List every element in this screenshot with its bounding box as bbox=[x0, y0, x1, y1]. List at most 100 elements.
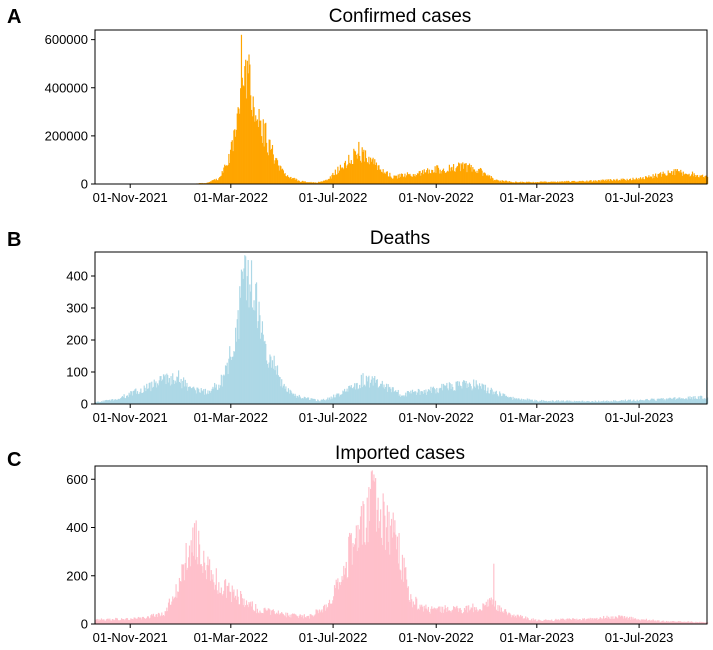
bar bbox=[338, 396, 341, 404]
bar bbox=[624, 616, 626, 624]
bar bbox=[303, 396, 305, 404]
bar bbox=[342, 390, 344, 404]
bar bbox=[639, 400, 641, 404]
bar bbox=[310, 614, 312, 624]
bar bbox=[421, 391, 423, 404]
bar bbox=[365, 158, 367, 184]
bar bbox=[247, 607, 249, 624]
bar bbox=[702, 176, 704, 184]
bar bbox=[317, 399, 319, 404]
bar bbox=[333, 585, 336, 624]
bar bbox=[637, 180, 639, 184]
bar bbox=[535, 182, 538, 184]
bar bbox=[549, 401, 551, 404]
bar bbox=[692, 176, 694, 184]
bar bbox=[152, 613, 155, 624]
bar bbox=[579, 181, 581, 184]
bar bbox=[288, 616, 290, 624]
bar bbox=[542, 620, 544, 624]
bar bbox=[330, 396, 332, 404]
bar bbox=[447, 610, 450, 624]
bar bbox=[692, 396, 694, 404]
bar bbox=[266, 610, 269, 624]
bar bbox=[543, 619, 545, 624]
bar bbox=[507, 182, 509, 184]
bar bbox=[489, 175, 491, 184]
x-tick-label: 01-Nov-2021 bbox=[93, 190, 168, 205]
bar bbox=[440, 173, 442, 184]
bar bbox=[392, 178, 394, 184]
bar bbox=[467, 612, 469, 624]
bar bbox=[201, 182, 203, 184]
bar bbox=[167, 611, 169, 624]
bar bbox=[192, 387, 194, 404]
bar bbox=[571, 619, 573, 624]
bar bbox=[307, 397, 309, 404]
bar bbox=[614, 400, 616, 404]
bar bbox=[136, 618, 138, 624]
bar bbox=[292, 178, 295, 184]
bar bbox=[558, 401, 560, 404]
bar bbox=[313, 398, 315, 404]
bar bbox=[286, 176, 288, 184]
bar bbox=[504, 396, 507, 404]
bar bbox=[568, 618, 570, 624]
bar bbox=[443, 609, 445, 624]
bar bbox=[180, 378, 182, 404]
bar bbox=[455, 381, 457, 404]
bar bbox=[369, 157, 372, 184]
bar bbox=[381, 380, 383, 404]
bar bbox=[385, 527, 388, 624]
bar bbox=[583, 618, 585, 624]
bar bbox=[223, 374, 225, 404]
bar bbox=[613, 618, 616, 624]
bar bbox=[602, 401, 604, 404]
bar bbox=[258, 613, 260, 624]
bar bbox=[572, 618, 574, 624]
bar bbox=[527, 181, 529, 184]
bar bbox=[505, 180, 507, 184]
bar bbox=[315, 609, 317, 624]
bar bbox=[466, 387, 468, 404]
bar bbox=[281, 169, 283, 184]
bar bbox=[554, 401, 556, 404]
y-tick-label: 0 bbox=[81, 397, 88, 412]
bar bbox=[390, 177, 393, 184]
bar bbox=[448, 610, 450, 624]
bar bbox=[559, 400, 561, 404]
bar bbox=[133, 617, 135, 624]
bar bbox=[387, 176, 389, 184]
bar bbox=[380, 537, 383, 624]
bar bbox=[445, 608, 447, 624]
bar bbox=[266, 142, 268, 184]
bar bbox=[345, 561, 347, 624]
bar bbox=[485, 393, 487, 404]
bar bbox=[163, 376, 165, 404]
bar bbox=[151, 381, 153, 404]
bar bbox=[578, 180, 580, 184]
bar bbox=[117, 620, 119, 624]
bar bbox=[562, 400, 564, 404]
bar bbox=[500, 396, 502, 404]
bar bbox=[499, 181, 501, 184]
bar bbox=[481, 610, 483, 624]
bar bbox=[423, 169, 425, 184]
panel-label: B bbox=[7, 229, 21, 251]
bar bbox=[233, 130, 235, 184]
bar bbox=[359, 388, 362, 404]
bar bbox=[311, 182, 313, 184]
bar bbox=[149, 382, 151, 404]
bar bbox=[349, 385, 351, 404]
bar bbox=[544, 181, 546, 184]
bar bbox=[204, 388, 207, 404]
bar bbox=[437, 167, 440, 184]
bar bbox=[139, 391, 141, 404]
bar bbox=[660, 621, 663, 624]
bar bbox=[335, 579, 337, 624]
bar bbox=[178, 591, 180, 624]
bar bbox=[504, 609, 506, 624]
bar bbox=[631, 619, 633, 624]
bar bbox=[122, 397, 124, 404]
bar bbox=[182, 380, 184, 404]
bar bbox=[421, 170, 424, 184]
